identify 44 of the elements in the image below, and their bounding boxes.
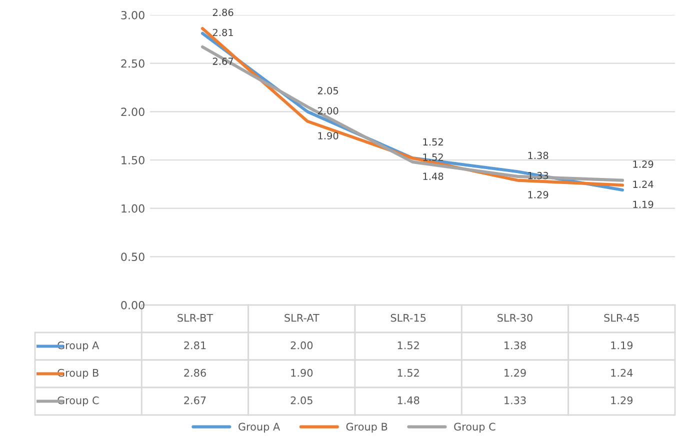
data-label: 1.52 — [398, 341, 419, 350]
data-label: 1.33 — [504, 396, 526, 404]
y-tick-label: 1.00 — [122, 204, 144, 213]
legend-label: Group A — [238, 422, 280, 433]
text: 1.19 — [633, 200, 654, 208]
y-tick-label: 3.00 — [121, 10, 144, 20]
data-label: 1.38 — [504, 341, 526, 350]
y-tick-label: 2.00 — [121, 108, 144, 116]
data-label: 1.29 — [504, 368, 526, 377]
y-tick-label: 2.50 — [121, 59, 144, 68]
y-tick-label: 0.50 — [121, 252, 144, 262]
data-label: 2.05 — [290, 396, 312, 404]
text: 1.24 — [633, 180, 654, 188]
data-label: 1.29 — [611, 396, 633, 404]
data-label: 2.67 — [184, 396, 206, 404]
text: 1.52 — [423, 138, 443, 146]
x-tick-label: SLR-45 — [604, 314, 639, 322]
text: 1.90 — [318, 132, 338, 140]
x-tick-label: SLR-AT — [284, 314, 320, 322]
x-tick-label: SLR-BT — [178, 314, 214, 322]
x-tick-label: SLR-15 — [390, 314, 426, 322]
text: 2.81 — [212, 28, 233, 36]
data-label: 1.48 — [398, 396, 420, 404]
x-tick-label: SLR-30 — [498, 314, 532, 322]
legend-label: Group C — [454, 422, 496, 433]
text: 2.67 — [212, 58, 234, 65]
text: 1.29 — [633, 160, 654, 168]
text: 2.86 — [212, 8, 234, 16]
data-label: 1.24 — [611, 368, 633, 377]
text: 1.29 — [528, 191, 548, 198]
data-label: 1.19 — [611, 341, 633, 350]
text: 1.48 — [423, 172, 444, 180]
legend-label: Group B — [346, 422, 388, 433]
data-label: 2.81 — [184, 341, 206, 350]
data-label: 1.52 — [398, 368, 419, 377]
y-tick-label: 0.00 — [121, 300, 144, 310]
data-label: 2.00 — [290, 341, 313, 350]
text: 1.52 — [423, 154, 443, 161]
text: 2.05 — [318, 87, 338, 94]
text: 2.00 — [318, 107, 338, 114]
data-label: 1.90 — [291, 368, 313, 377]
y-tick-label: 1.50 — [122, 156, 144, 164]
data-label: 2.86 — [184, 368, 206, 377]
text: 1.38 — [528, 152, 548, 160]
